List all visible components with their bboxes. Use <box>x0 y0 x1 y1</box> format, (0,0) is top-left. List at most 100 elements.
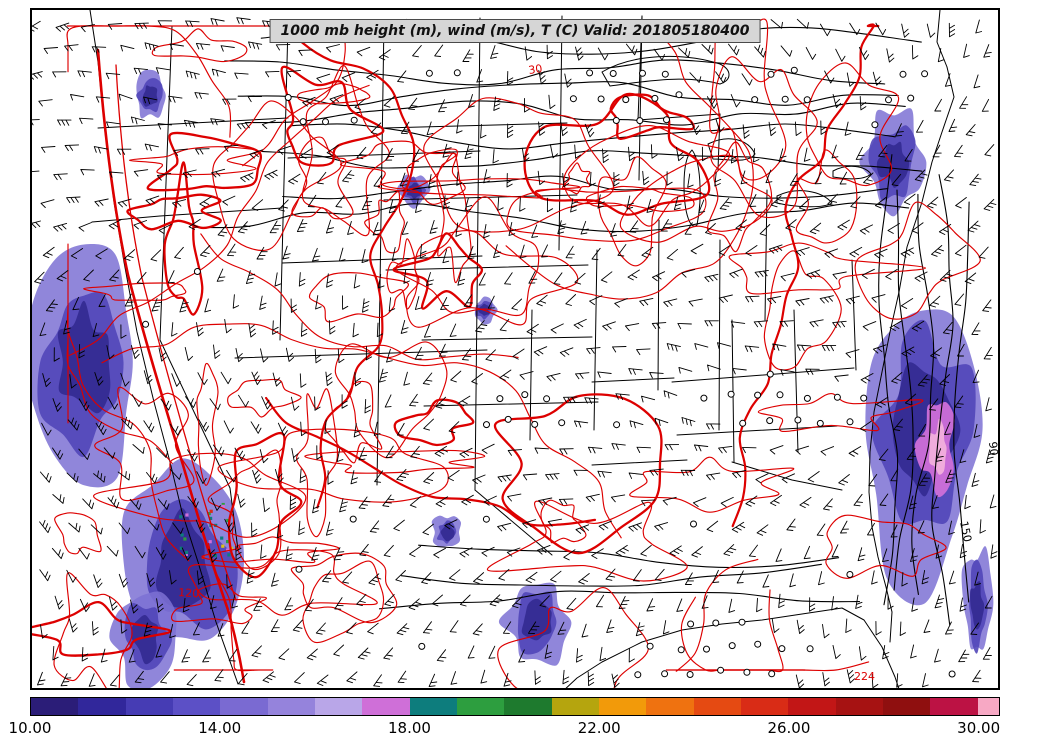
contour-labels: 30 120 224 150 90 <box>178 62 998 683</box>
calm-wind-circle <box>767 70 775 78</box>
calm-wind-circle <box>636 117 644 125</box>
calm-wind-circle <box>948 670 956 678</box>
shading-speckle <box>207 512 211 516</box>
shading-speckle <box>226 540 230 544</box>
colorbar-segment <box>551 698 599 715</box>
calm-wind-circle <box>597 95 605 103</box>
calm-wind-circle <box>739 419 747 427</box>
calm-wind-circle <box>622 96 630 104</box>
calm-wind-circle <box>661 70 669 78</box>
calm-wind-circle <box>885 96 892 104</box>
shading-speckle <box>197 524 202 528</box>
colorbar-tick-label: 30.00 <box>957 719 1001 737</box>
calm-wind-circle <box>612 117 620 124</box>
colorbar-segment <box>788 698 836 715</box>
calm-wind-circle <box>803 394 811 402</box>
calm-wind-circle <box>453 69 461 77</box>
calm-wind-circle <box>521 391 529 399</box>
chart-title-box: 1000 mb height (m), wind (m/s), T (C) Va… <box>269 19 761 43</box>
calm-wind-circle <box>425 69 433 77</box>
calm-wind-circle <box>482 515 490 523</box>
temperature-contours <box>32 18 981 688</box>
calm-wind-circle <box>483 421 490 429</box>
calm-wind-circle <box>921 70 929 78</box>
calm-wind-circle <box>613 421 621 429</box>
shading-speckle <box>221 544 225 548</box>
colorbar-segment <box>835 698 883 715</box>
calm-wind-circle <box>794 416 802 424</box>
colorbar-segment <box>31 698 79 715</box>
calm-wind-circle <box>776 391 784 399</box>
calm-wind-circle <box>295 565 303 573</box>
shading-speckle <box>209 516 213 520</box>
calm-wind-circle <box>496 395 504 403</box>
contour-label: 150 <box>957 520 974 543</box>
height-contours <box>193 26 970 626</box>
calm-wind-circle <box>531 420 539 428</box>
calm-wind-circle <box>907 94 915 102</box>
calm-wind-circle <box>284 94 292 101</box>
shading-speckle <box>184 552 188 556</box>
calm-wind-circle <box>728 642 736 650</box>
calm-wind-circle <box>661 670 669 678</box>
shading-speckle <box>220 536 224 540</box>
shading-speckle <box>227 553 231 557</box>
contour-label: 90 <box>986 441 998 456</box>
calm-wind-circle <box>778 645 786 653</box>
calm-wind-circle <box>349 515 357 523</box>
colorbar-segment <box>646 698 694 715</box>
shading-speckle <box>208 540 212 544</box>
calm-wind-circle <box>634 671 642 679</box>
calm-wind-circle <box>663 116 670 124</box>
shading-speckle <box>184 550 189 554</box>
colorbar-segment <box>267 698 315 715</box>
colorbar-tick-label: 22.00 <box>577 719 621 737</box>
calm-wind-circle <box>675 91 683 99</box>
colorbar-segment <box>740 698 789 715</box>
calm-wind-circle <box>846 418 854 426</box>
calm-wind-circle <box>558 419 566 427</box>
colorbar-segment <box>314 698 363 715</box>
calm-wind-circle <box>193 268 201 275</box>
calm-wind-circle <box>677 646 685 654</box>
calm-wind-circle <box>504 415 512 423</box>
calm-wind-circle <box>651 94 659 102</box>
calm-wind-circle <box>687 620 695 628</box>
calm-wind-circle <box>754 640 762 648</box>
shading-speckle <box>179 546 183 550</box>
calm-wind-circle <box>766 417 774 425</box>
calm-wind-circle <box>846 571 854 578</box>
calm-wind-circle <box>717 666 725 674</box>
calm-wind-circle <box>751 96 759 104</box>
shading-speckle <box>213 554 217 558</box>
colorbar <box>30 697 1000 716</box>
calm-wind-circle <box>418 642 426 650</box>
shading-speckle <box>185 513 189 517</box>
colorbar-segment <box>78 698 126 715</box>
colorbar-segment <box>882 698 931 715</box>
colorbar-segment <box>930 698 978 715</box>
calm-wind-circle <box>639 69 646 77</box>
colorbar-segment <box>456 698 505 715</box>
colorbar-segment <box>409 698 457 715</box>
colorbar-tick-label: 18.00 <box>387 719 431 737</box>
calm-wind-circle <box>781 95 789 103</box>
map-canvas: 30 120 224 150 90 <box>32 10 998 688</box>
shading-speckle <box>221 504 225 508</box>
shading-speckle <box>183 537 187 541</box>
colorbar-tick-labels: 10.00 14.00 18.00 22.00 26.00 30.00 <box>0 719 1041 743</box>
calm-wind-circle <box>790 66 798 74</box>
calm-wind-circle <box>690 520 697 528</box>
calm-wind-circle <box>727 390 735 398</box>
calm-wind-circle <box>860 394 868 402</box>
colorbar-tick-label: 10.00 <box>8 719 52 737</box>
contour-label: 30 <box>528 62 544 77</box>
shading-speckle <box>180 533 184 537</box>
shading-speckle <box>226 518 230 523</box>
colorbar-segment <box>125 698 173 715</box>
calm-wind-circles <box>142 66 956 679</box>
contour-label: 224 <box>854 670 875 683</box>
calm-wind-circle <box>609 70 617 77</box>
calm-wind-circle <box>712 619 720 627</box>
calm-wind-circle <box>700 394 708 402</box>
